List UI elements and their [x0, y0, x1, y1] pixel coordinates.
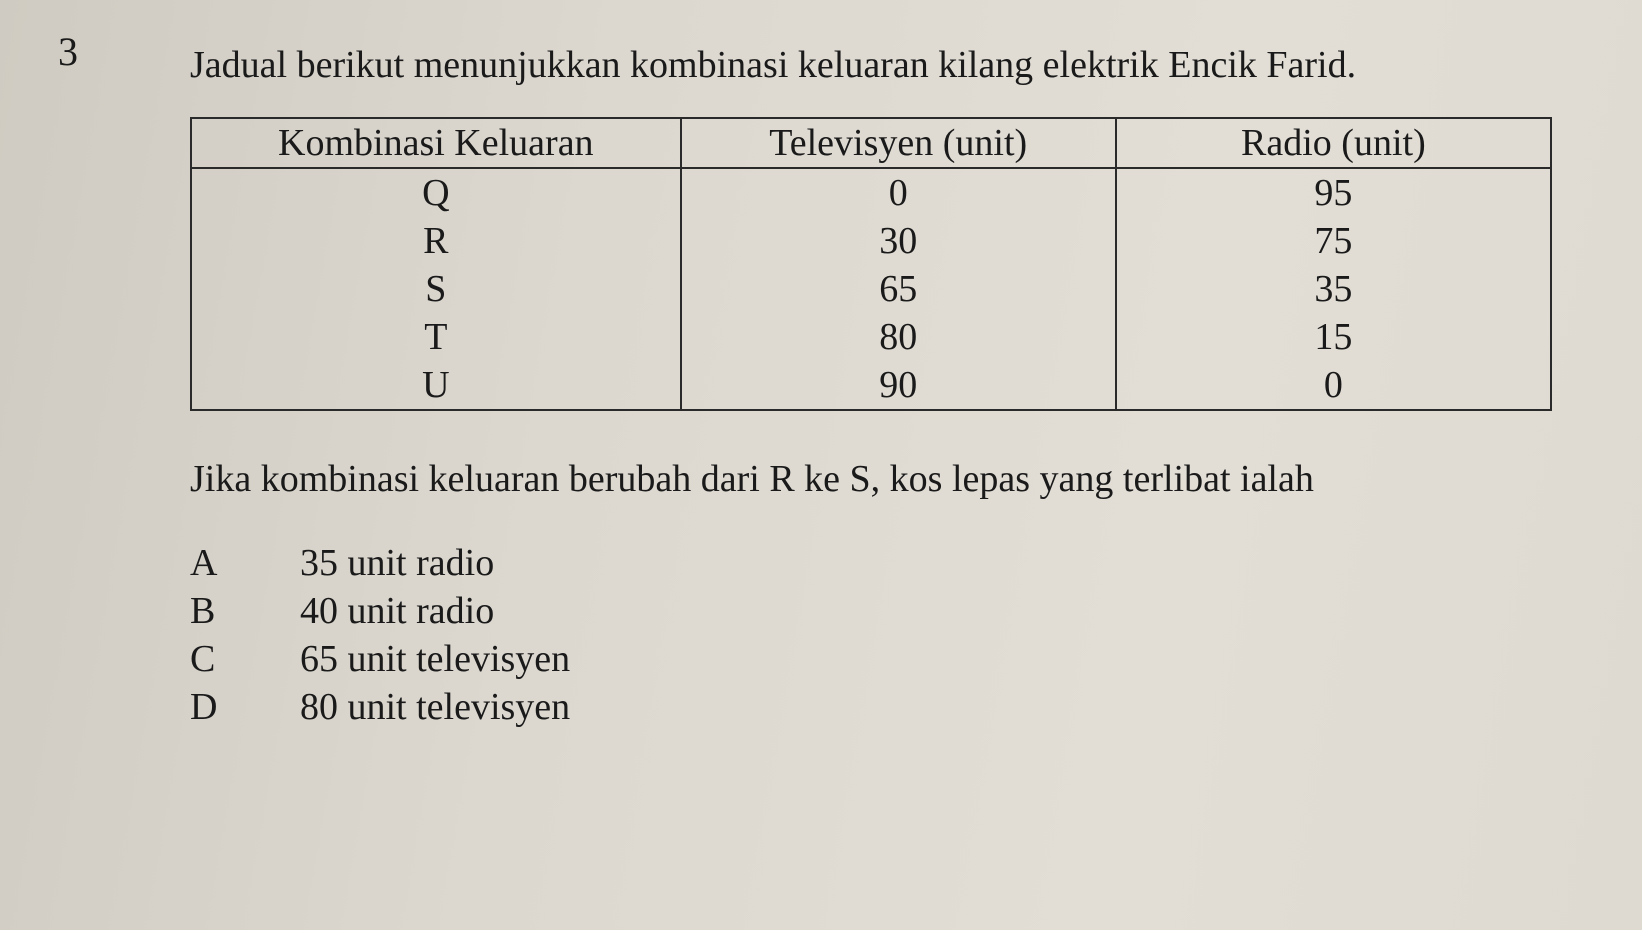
answer-options: A 35 unit radio B 40 unit radio C 65 uni… — [190, 541, 1552, 729]
cell: 95 — [1116, 168, 1551, 217]
table-row: U 90 0 — [191, 361, 1551, 410]
option-text: 65 unit televisyen — [300, 637, 570, 681]
col-header-radio: Radio (unit) — [1116, 118, 1551, 168]
cell: 35 — [1116, 265, 1551, 313]
option-a: A 35 unit radio — [190, 541, 1552, 585]
option-letter: D — [190, 685, 300, 729]
cell: U — [191, 361, 681, 410]
cell: S — [191, 265, 681, 313]
follow-up-text: Jika kombinasi keluaran berubah dari R k… — [190, 457, 1552, 501]
cell: 15 — [1116, 313, 1551, 361]
cell: T — [191, 313, 681, 361]
col-header-televisyen: Televisyen (unit) — [681, 118, 1116, 168]
question-content: Jadual berikut menunjukkan kombinasi kel… — [190, 40, 1552, 729]
table-row: T 80 15 — [191, 313, 1551, 361]
cell: 0 — [681, 168, 1116, 217]
cell: R — [191, 217, 681, 265]
table-header-row: Kombinasi Keluaran Televisyen (unit) Rad… — [191, 118, 1551, 168]
option-text: 40 unit radio — [300, 589, 494, 633]
option-b: B 40 unit radio — [190, 589, 1552, 633]
cell: 80 — [681, 313, 1116, 361]
lead-text: Jadual berikut menunjukkan kombinasi kel… — [190, 40, 1552, 91]
option-text: 35 unit radio — [300, 541, 494, 585]
table-row: R 30 75 — [191, 217, 1551, 265]
cell: 30 — [681, 217, 1116, 265]
output-combination-table: Kombinasi Keluaran Televisyen (unit) Rad… — [190, 117, 1552, 411]
table-row: Q 0 95 — [191, 168, 1551, 217]
option-text: 80 unit televisyen — [300, 685, 570, 729]
question-number: 3 — [58, 28, 78, 75]
col-header-kombinasi: Kombinasi Keluaran — [191, 118, 681, 168]
table-row: S 65 35 — [191, 265, 1551, 313]
option-letter: C — [190, 637, 300, 681]
option-c: C 65 unit televisyen — [190, 637, 1552, 681]
cell: Q — [191, 168, 681, 217]
cell: 75 — [1116, 217, 1551, 265]
cell: 0 — [1116, 361, 1551, 410]
exam-page: 3 Jadual berikut menunjukkan kombinasi k… — [0, 0, 1642, 930]
option-letter: A — [190, 541, 300, 585]
cell: 65 — [681, 265, 1116, 313]
option-letter: B — [190, 589, 300, 633]
cell: 90 — [681, 361, 1116, 410]
option-d: D 80 unit televisyen — [190, 685, 1552, 729]
